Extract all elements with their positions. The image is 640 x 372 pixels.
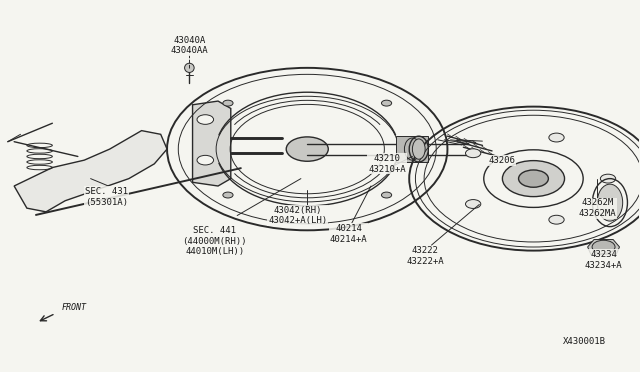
Text: SEC. 431
(55301A): SEC. 431 (55301A) bbox=[85, 187, 128, 207]
Circle shape bbox=[600, 174, 616, 183]
Text: 43040A
43040AA: 43040A 43040AA bbox=[170, 36, 208, 55]
Text: SEC. 441
(44000M(RH))
44010M(LH)): SEC. 441 (44000M(RH)) 44010M(LH)) bbox=[182, 227, 247, 256]
Polygon shape bbox=[193, 101, 231, 186]
Circle shape bbox=[465, 149, 481, 158]
Circle shape bbox=[502, 161, 564, 197]
Circle shape bbox=[549, 133, 564, 142]
Text: 43262M
43262MA: 43262M 43262MA bbox=[579, 198, 616, 218]
Ellipse shape bbox=[597, 184, 623, 221]
Text: 43222
43222+A: 43222 43222+A bbox=[406, 247, 444, 266]
Circle shape bbox=[223, 100, 233, 106]
Text: 43206: 43206 bbox=[488, 155, 515, 165]
Polygon shape bbox=[588, 240, 620, 254]
Text: 43210
43210+A: 43210 43210+A bbox=[368, 154, 406, 174]
Circle shape bbox=[518, 170, 548, 187]
Polygon shape bbox=[396, 136, 428, 162]
Text: 40214
40214+A: 40214 40214+A bbox=[330, 224, 367, 244]
Circle shape bbox=[197, 115, 214, 124]
Circle shape bbox=[381, 100, 392, 106]
Circle shape bbox=[465, 199, 481, 208]
Circle shape bbox=[197, 155, 214, 165]
Circle shape bbox=[223, 192, 233, 198]
Ellipse shape bbox=[412, 139, 425, 159]
Text: X430001B: X430001B bbox=[563, 337, 606, 346]
Circle shape bbox=[381, 192, 392, 198]
Text: FRONT: FRONT bbox=[62, 302, 87, 311]
Polygon shape bbox=[14, 131, 167, 212]
Circle shape bbox=[549, 215, 564, 224]
Text: 43042(RH)
43042+A(LH): 43042(RH) 43042+A(LH) bbox=[268, 206, 327, 225]
Ellipse shape bbox=[184, 63, 194, 73]
Circle shape bbox=[286, 137, 328, 161]
Circle shape bbox=[592, 240, 615, 254]
Text: 43234
43234+A: 43234 43234+A bbox=[585, 250, 622, 270]
